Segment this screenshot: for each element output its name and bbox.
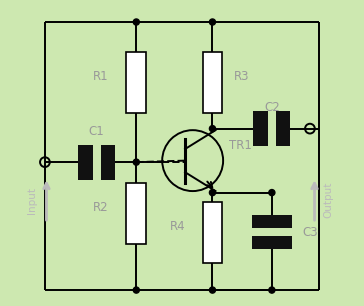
Text: R1: R1	[93, 70, 109, 83]
Text: R3: R3	[234, 70, 249, 83]
Text: C1: C1	[89, 125, 104, 138]
Bar	[100, 145, 115, 180]
Bar	[202, 202, 222, 263]
Bar	[78, 145, 93, 180]
Bar	[252, 215, 292, 228]
Text: Input: Input	[27, 187, 37, 214]
Circle shape	[209, 287, 215, 293]
Bar	[276, 111, 290, 146]
Circle shape	[133, 287, 139, 293]
Circle shape	[209, 19, 215, 25]
Circle shape	[269, 189, 275, 196]
Bar	[126, 52, 146, 114]
Circle shape	[269, 287, 275, 293]
Bar	[126, 184, 146, 244]
Text: C2: C2	[264, 101, 280, 114]
Text: R2: R2	[93, 201, 109, 214]
Circle shape	[133, 19, 139, 25]
Text: C3: C3	[302, 226, 318, 239]
Text: TR1: TR1	[229, 139, 252, 152]
Text: Output: Output	[324, 182, 334, 218]
Circle shape	[209, 125, 215, 132]
Circle shape	[133, 159, 139, 165]
Circle shape	[209, 189, 215, 196]
Bar	[252, 237, 292, 249]
Text: R4: R4	[169, 220, 185, 233]
Bar	[202, 52, 222, 114]
Bar	[253, 111, 268, 146]
